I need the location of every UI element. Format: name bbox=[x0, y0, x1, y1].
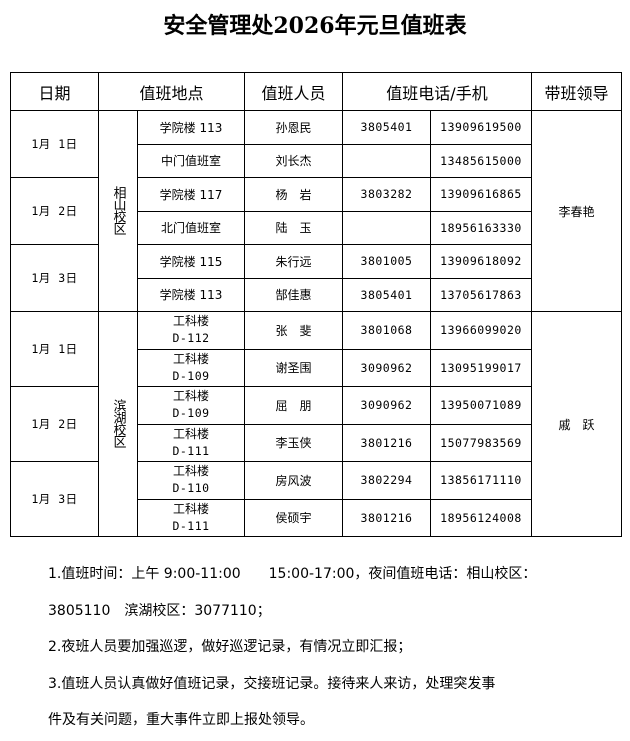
building: 工科楼 bbox=[172, 351, 209, 366]
mobile-cell: 15077983569 bbox=[430, 423, 532, 462]
header-date: 日期 bbox=[10, 72, 99, 111]
phone-cell bbox=[342, 210, 431, 245]
table-row: 工科楼 D-111 侯硕宇 3801216 18956124008 bbox=[11, 498, 622, 537]
campus-name: 相山校区 bbox=[110, 185, 126, 234]
table-row: 工科楼 D-109 谢圣围 3090962 13095199017 bbox=[11, 348, 622, 387]
person-cell: 郜佳惠 bbox=[244, 277, 343, 312]
date-cell: 1月 1日 bbox=[10, 311, 99, 387]
location-cell: 工科楼 D-109 bbox=[137, 348, 245, 387]
duty-table: 日期 值班地点 值班人员 值班电话/手机 带班领导 1月 1日 相山校区 学院楼 1… bbox=[10, 72, 622, 537]
room: D-111 bbox=[172, 443, 210, 458]
phone-cell: 3805401 bbox=[342, 110, 431, 145]
person-cell: 杨 岩 bbox=[244, 177, 343, 212]
location-cell: 学院楼 117 bbox=[137, 177, 245, 212]
header-phone: 值班电话/手机 bbox=[342, 72, 532, 111]
phone-cell: 3801216 bbox=[342, 423, 431, 462]
note-line: 3.值班人员认真做好值班记录，交接班记录。接待来人来访，处理突发事 bbox=[48, 675, 496, 692]
mobile-cell: 13966099020 bbox=[430, 311, 532, 350]
table-row: 中门值班室 刘长杰 13485615000 bbox=[11, 143, 622, 178]
date-cell: 1月 2日 bbox=[10, 177, 99, 245]
note-line: 1.值班时间：上午 9:00-11:00 15:00-17:00，夜间值班电话：… bbox=[48, 566, 537, 582]
person-cell: 孙恩民 bbox=[244, 110, 343, 145]
table-row: 1月 3日 工科楼 D-110 房风波 3802294 13856171110 bbox=[10, 461, 622, 537]
header-row: 日期 值班地点 值班人员 值班电话/手机 带班领导 bbox=[10, 72, 622, 111]
location-cell: 中门值班室 bbox=[137, 143, 245, 178]
room: D-112 bbox=[172, 331, 210, 346]
room: D-110 bbox=[172, 481, 210, 496]
mobile-cell: 13705617863 bbox=[430, 277, 532, 312]
mobile-cell: 13485615000 bbox=[430, 143, 532, 178]
header-location: 值班地点 bbox=[98, 72, 245, 111]
mobile-cell: 13950071089 bbox=[430, 386, 532, 425]
location-cell: 工科楼 D-111 bbox=[137, 498, 245, 537]
table-row: 1月 1日 滨湖校区 工科楼 D-112 张 斐 3801068 13966099020 戚 … bbox=[10, 311, 622, 537]
mobile-cell: 13909619500 bbox=[430, 110, 532, 145]
location-cell: 学院楼 115 bbox=[137, 244, 245, 279]
date-cell: 1月 3日 bbox=[10, 461, 99, 537]
note-line: 件及有关问题，重大事件立即上报处领导。 bbox=[48, 712, 314, 728]
table-row: 1月 2日 学院楼 117 杨 岩 3803282 13909616865 bbox=[10, 177, 622, 245]
date-cell: 1月 1日 bbox=[10, 110, 99, 178]
building: 工科楼 bbox=[172, 501, 209, 516]
table-row: 1月 1日 相山校区 学院楼 113 孙恩民 3805401 13909619500 李春艳 bbox=[10, 110, 622, 312]
date-cell: 1月 3日 bbox=[10, 244, 99, 312]
table-row: 1月 2日 工科楼 D-109 屈 朋 3090962 13950071089 bbox=[10, 386, 622, 462]
phone-cell: 3090962 bbox=[342, 348, 431, 387]
table-row: 北门值班室陆 玉 18956163330 bbox=[11, 210, 622, 245]
person-cell: 刘长杰 bbox=[244, 143, 343, 178]
campus-cell: 滨湖校区 bbox=[98, 311, 138, 537]
leader-cell: 李春艳 bbox=[531, 110, 622, 312]
table-row: 工科楼 D-111 李玉侠 3801216 15077983569 bbox=[11, 423, 622, 462]
phone-cell: 3801005 bbox=[342, 244, 431, 279]
notes: 1.值班时间：上午 9:00-11:00 15:00-17:00，夜间值班电话：… bbox=[48, 556, 588, 739]
room: D-111 bbox=[172, 518, 210, 533]
header-leader: 带班领导 bbox=[531, 72, 622, 111]
room: D-109 bbox=[172, 406, 210, 421]
person-cell: 屈 朋 bbox=[244, 386, 343, 425]
mobile-cell: 13856171110 bbox=[430, 461, 532, 500]
page-title: 安全管理处2026年元旦值班表 bbox=[163, 13, 467, 39]
building: 工科楼 bbox=[172, 314, 209, 329]
person-cell: 陆 玉 bbox=[244, 210, 343, 245]
phone-cell: 3803282 bbox=[342, 177, 431, 212]
campus-name: 滨湖校区 bbox=[110, 398, 126, 447]
note-line: 2.夜班人员要加强巡逻，做好巡逻记录，有情况立即汇报； bbox=[48, 639, 412, 655]
location-cell: 工科楼 D-110 bbox=[137, 461, 245, 500]
note-line: 3805110 滨湖校区：3077110； bbox=[48, 602, 271, 619]
mobile-cell: 13909618092 bbox=[430, 244, 532, 279]
person-cell: 朱行远 bbox=[244, 244, 343, 279]
person-cell: 谢圣围 bbox=[244, 348, 343, 387]
building: 工科楼 bbox=[172, 426, 209, 441]
phone-cell: 3805401 bbox=[342, 277, 431, 312]
location-cell: 工科楼 D-109 bbox=[137, 386, 245, 425]
mobile-cell: 18956163330 bbox=[430, 210, 532, 245]
phone-cell: 3802294 bbox=[342, 461, 431, 500]
mobile-cell: 13909616865 bbox=[430, 177, 532, 212]
mobile-cell: 13095199017 bbox=[430, 348, 532, 387]
building: 工科楼 bbox=[172, 389, 209, 404]
person-cell: 侯硕宇 bbox=[244, 498, 343, 537]
person-cell: 房风波 bbox=[244, 461, 343, 500]
room: D-109 bbox=[172, 368, 210, 383]
location-cell: 学院楼 113 bbox=[137, 277, 245, 312]
campus-cell: 相山校区 bbox=[98, 110, 138, 312]
header-person: 值班人员 bbox=[244, 72, 343, 111]
phone-cell: 3090962 bbox=[342, 386, 431, 425]
phone-cell bbox=[342, 143, 431, 178]
location-cell: 北门值班室 bbox=[137, 210, 245, 245]
location-cell: 工科楼 D-111 bbox=[137, 423, 245, 462]
building: 工科楼 bbox=[172, 464, 209, 479]
location-cell: 学院楼 113 bbox=[137, 110, 245, 145]
person-cell: 李玉侠 bbox=[244, 423, 343, 462]
phone-cell: 3801068 bbox=[342, 311, 431, 350]
table-row: 1月 3日 学院楼 115 朱行远 3801005 13909618092 bbox=[10, 244, 622, 312]
date-cell: 1月 2日 bbox=[10, 386, 99, 462]
leader-cell: 戚 跃 bbox=[531, 311, 622, 537]
mobile-cell: 18956124008 bbox=[430, 498, 532, 537]
person-cell: 张 斐 bbox=[244, 311, 343, 350]
phone-cell: 3801216 bbox=[342, 498, 431, 537]
location-cell: 工科楼 D-112 bbox=[137, 311, 245, 350]
